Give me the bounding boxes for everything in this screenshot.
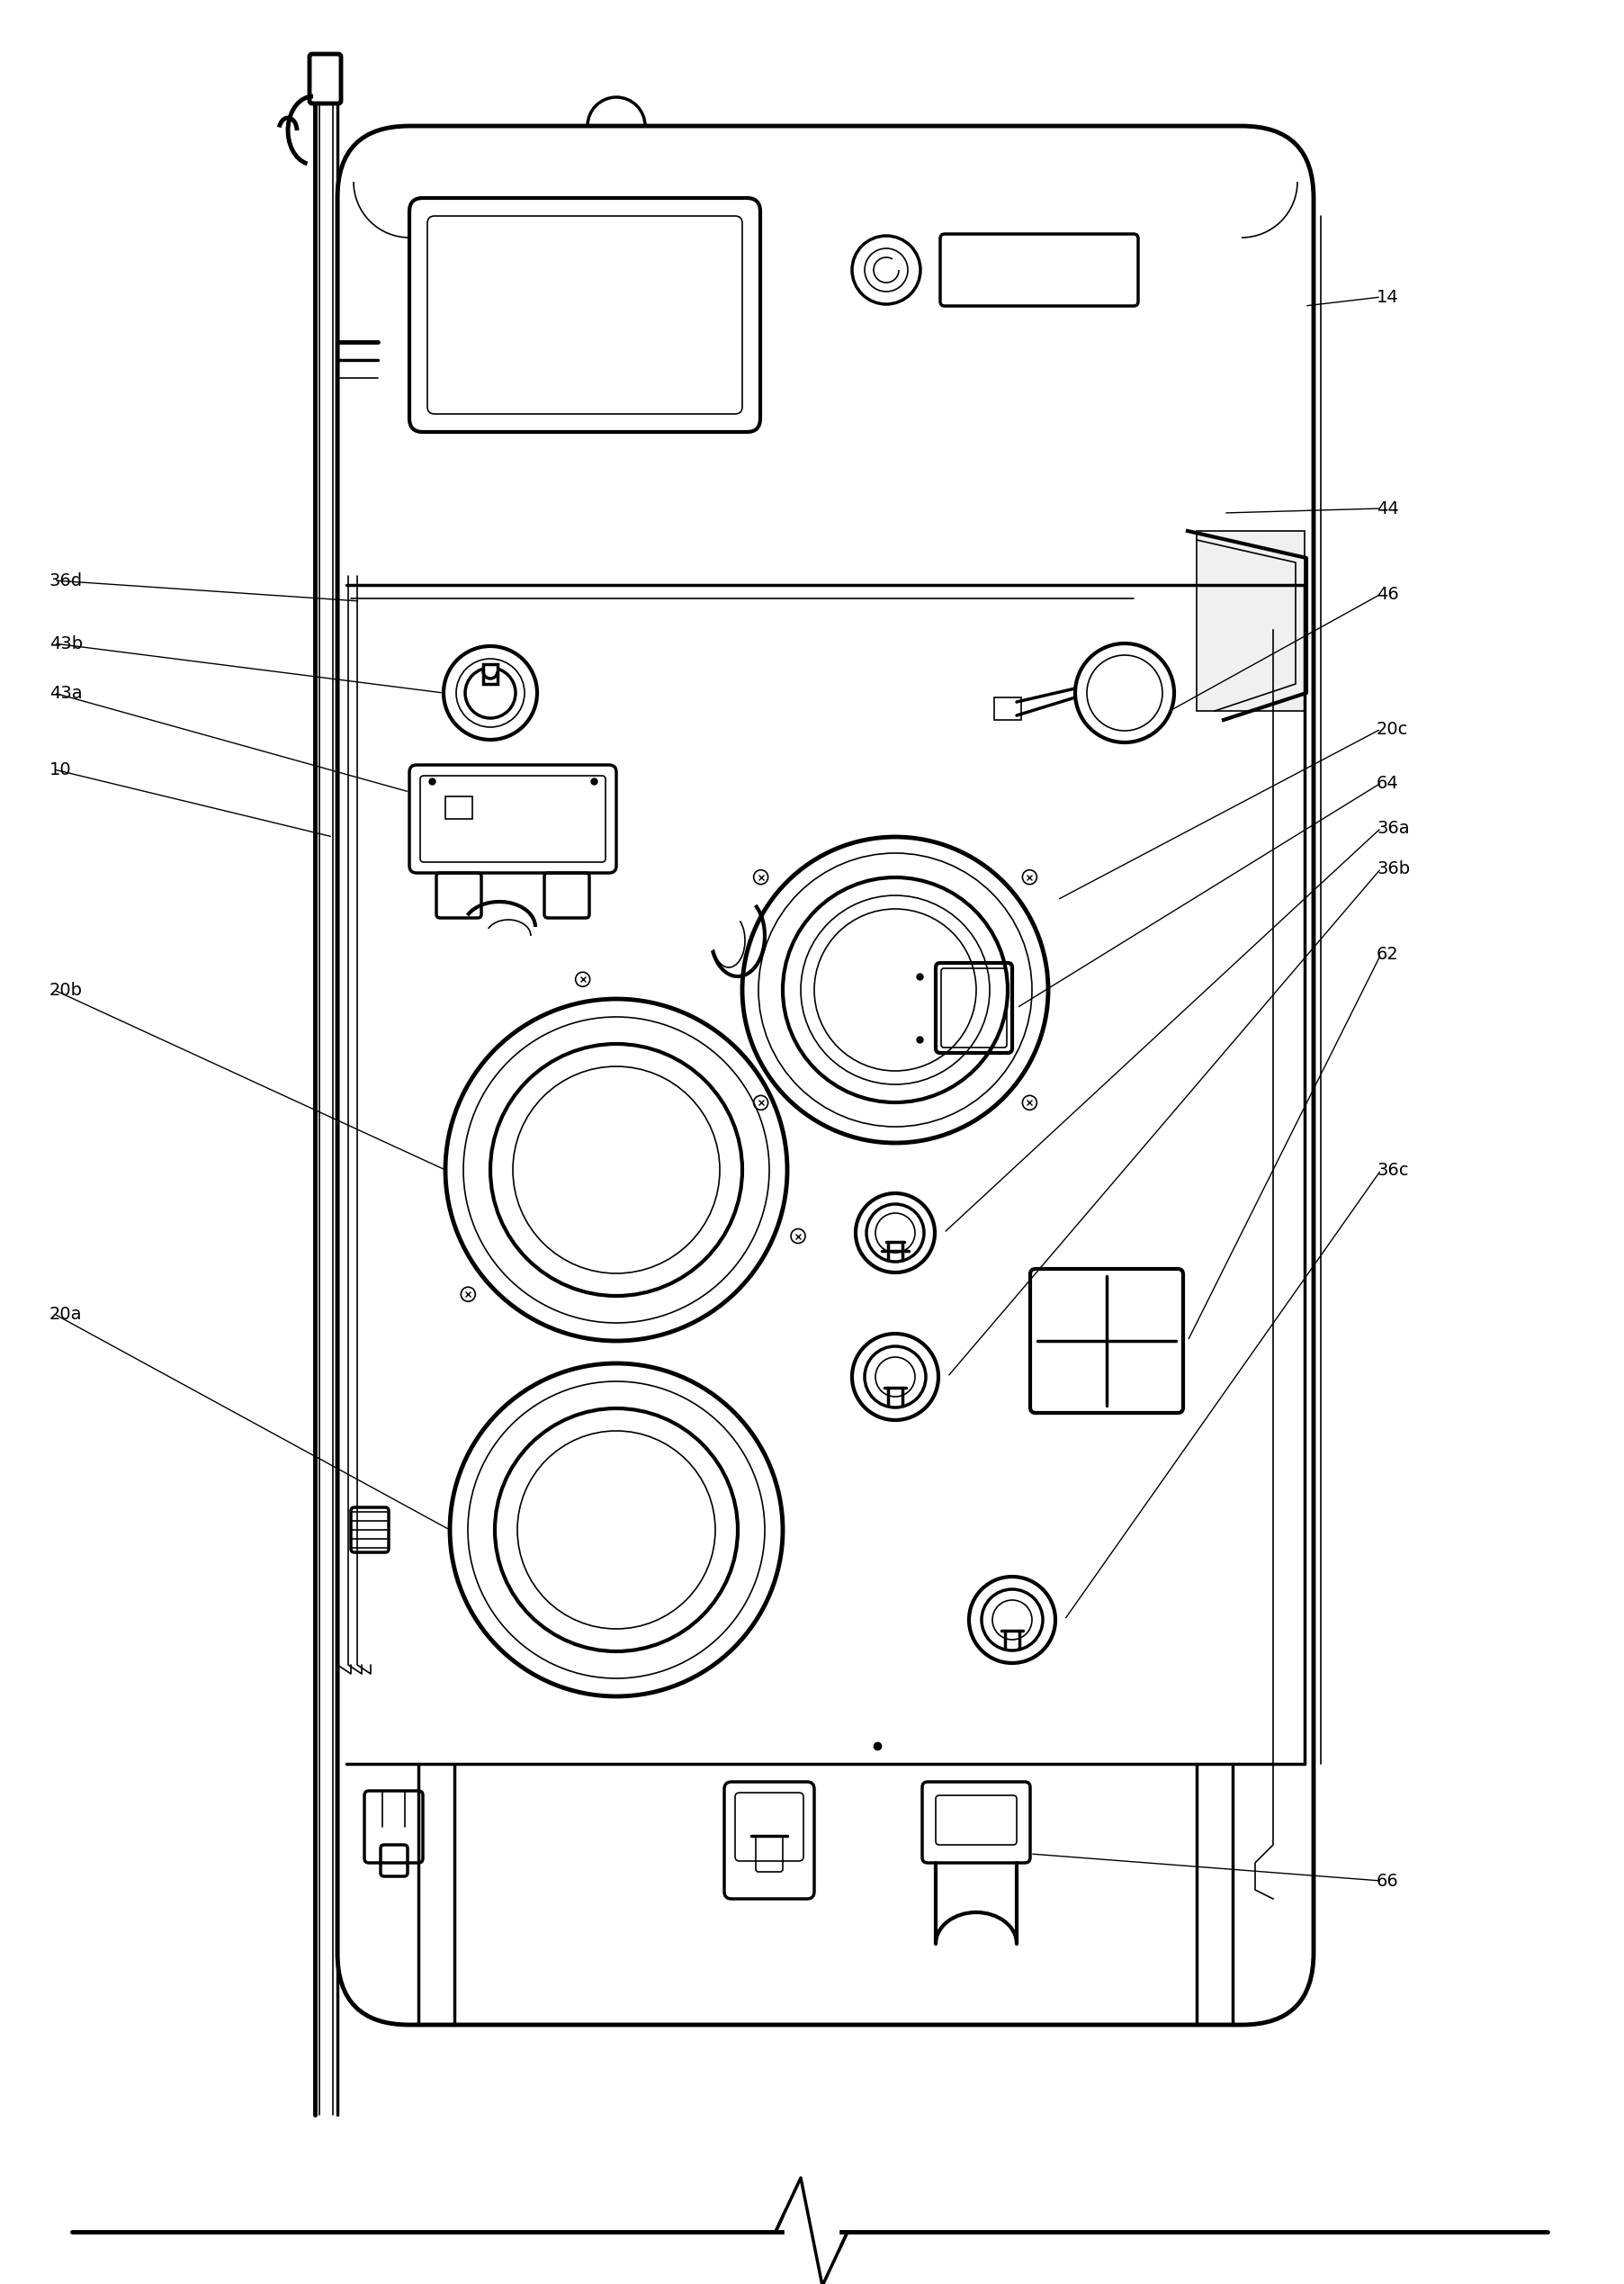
Text: 62: 62 (1377, 946, 1398, 962)
Text: 36b: 36b (1377, 859, 1410, 877)
Bar (994, 697, 1021, 719)
Text: 14: 14 (1377, 288, 1398, 306)
Text: 20a: 20a (49, 1306, 83, 1322)
Text: 10: 10 (49, 761, 71, 779)
Bar (484, 665, 497, 683)
Text: 44: 44 (1377, 500, 1398, 516)
Text: 36c: 36c (1377, 1160, 1408, 1179)
Text: 46: 46 (1377, 585, 1398, 603)
Text: 20c: 20c (1377, 719, 1408, 738)
Text: 36a: 36a (1377, 820, 1410, 836)
Text: 43a: 43a (49, 685, 83, 701)
Bar (1197, 530, 1304, 710)
Text: 20b: 20b (49, 982, 83, 998)
Text: 36d: 36d (49, 571, 83, 589)
Text: 66: 66 (1377, 1873, 1398, 1889)
Text: 43b: 43b (49, 635, 83, 651)
Bar (445, 797, 473, 820)
Text: 64: 64 (1377, 774, 1398, 793)
